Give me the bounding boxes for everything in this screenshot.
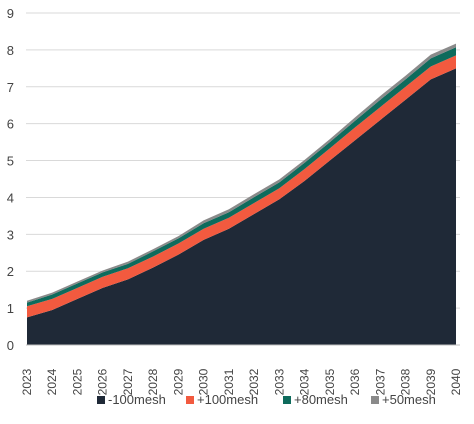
x-tick-label: 2027 (121, 368, 135, 395)
y-tick-label: 7 (7, 80, 14, 95)
x-tick-label: 2035 (323, 368, 337, 395)
legend-swatch (283, 396, 291, 404)
legend-label: +100mesh (197, 392, 258, 407)
x-tick-label: 2026 (96, 368, 110, 395)
area-series-1 (27, 68, 456, 345)
y-tick-label: 8 (7, 43, 14, 58)
y-axis-tick-labels: 0 1 2 3 4 5 6 7 8 9 (7, 6, 14, 353)
y-tick-label: 3 (7, 227, 14, 242)
x-tick-label: 2040 (449, 368, 463, 395)
x-tick-label: 2032 (247, 368, 261, 395)
x-tick-label: 2036 (348, 368, 362, 395)
area-series-2 (27, 55, 456, 318)
x-tick-label: 2031 (222, 368, 236, 395)
y-tick-label: 5 (7, 154, 14, 169)
legend: -100mesh +100mesh +80mesh +50mesh (97, 392, 436, 407)
legend-swatch (186, 396, 194, 404)
area-series-4 (27, 43, 456, 303)
y-tick-label: 0 (7, 338, 14, 353)
legend-label: +50mesh (382, 392, 436, 407)
y-tick-label: 9 (7, 6, 14, 21)
x-tick-label: 2023 (20, 368, 34, 395)
x-tick-label: 2030 (197, 368, 211, 395)
x-tick-label: 2034 (298, 368, 312, 395)
area-series-3 (27, 47, 456, 307)
x-tick-label: 2039 (424, 368, 438, 395)
area-series-group (27, 43, 456, 345)
legend-label: -100mesh (108, 392, 166, 407)
x-tick-label: 2029 (171, 368, 185, 395)
x-axis-tick-labels: 2023 2024 2025 2026 2027 2028 2029 2030 2031 2032… (20, 368, 463, 395)
x-tick-label: 2024 (45, 368, 59, 395)
x-tick-label: 2025 (70, 368, 84, 395)
legend-swatch (371, 396, 379, 404)
x-tick-label: 2028 (146, 368, 160, 395)
x-tick-label: 2038 (399, 368, 413, 395)
legend-label: +80mesh (294, 392, 348, 407)
x-tick-label: 2037 (373, 368, 387, 395)
y-tick-label: 1 (7, 301, 14, 316)
y-tick-label: 6 (7, 117, 14, 132)
legend-swatch (97, 396, 105, 404)
y-tick-label: 2 (7, 264, 14, 279)
gridlines (26, 12, 460, 309)
x-tick-label: 2033 (272, 368, 286, 395)
y-tick-label: 4 (7, 190, 14, 205)
